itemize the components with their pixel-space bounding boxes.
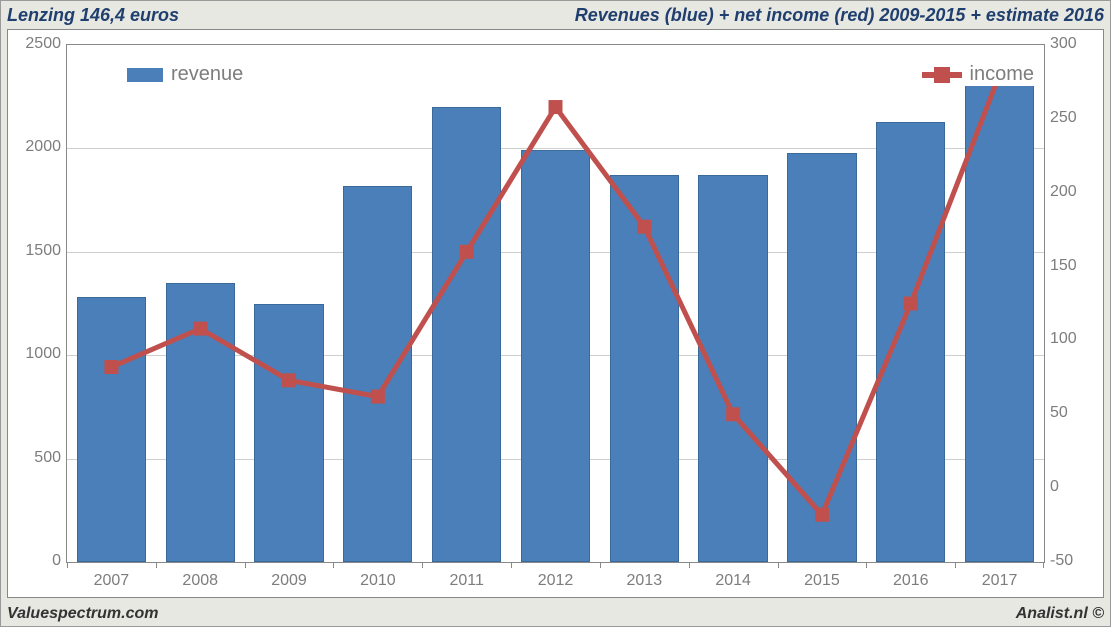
x-tick [778, 562, 779, 568]
x-axis-label: 2017 [982, 572, 1018, 590]
y-right-label: 300 [1050, 35, 1100, 53]
x-axis-label: 2010 [360, 572, 396, 590]
x-axis-label: 2014 [715, 572, 751, 590]
x-axis-label: 2016 [893, 572, 929, 590]
chart-frame: Lenzing 146,4 euros Revenues (blue) + ne… [0, 0, 1111, 627]
x-tick [511, 562, 512, 568]
y-right-label: 50 [1050, 404, 1100, 422]
x-axis-label: 2009 [271, 572, 307, 590]
y-left-label: 0 [11, 552, 61, 570]
income-marker [904, 297, 918, 311]
title-bar: Lenzing 146,4 euros Revenues (blue) + ne… [1, 1, 1110, 29]
legend-income-label: income [970, 63, 1034, 86]
income-marker [637, 220, 651, 234]
legend-revenue-label: revenue [171, 63, 243, 86]
x-axis-label: 2015 [804, 572, 840, 590]
y-right-label: 150 [1050, 257, 1100, 275]
plot-outer: 0 500 1000 1500 2000 2500 -50 0 50 100 150 200 250 30… [7, 29, 1104, 598]
y-right-label: 250 [1050, 109, 1100, 127]
x-axis-label: 2013 [627, 572, 663, 590]
income-marker [726, 407, 740, 421]
x-tick [600, 562, 601, 568]
legend-swatch-bar [127, 68, 163, 82]
income-line-layer [67, 45, 1044, 562]
income-marker [371, 390, 385, 404]
y-right-label: 0 [1050, 478, 1100, 496]
y-left-label: 500 [11, 449, 61, 467]
income-marker [460, 245, 474, 259]
income-line [111, 75, 999, 515]
x-axis-label: 2011 [449, 572, 483, 590]
x-tick [333, 562, 334, 568]
y-right-label: 100 [1050, 330, 1100, 348]
x-axis-label: 2007 [94, 572, 130, 590]
income-marker [282, 373, 296, 387]
x-tick [866, 562, 867, 568]
legend-swatch-line [922, 72, 962, 78]
y-left-label: 1000 [11, 345, 61, 363]
legend-income: income [922, 63, 1034, 86]
x-tick [955, 562, 956, 568]
footer: Valuespectrum.com Analist.nl © [7, 602, 1104, 626]
x-tick [422, 562, 423, 568]
title-right: Revenues (blue) + net income (red) 2009-… [575, 5, 1104, 26]
x-axis-label: 2012 [538, 572, 574, 590]
title-left: Lenzing 146,4 euros [7, 5, 179, 26]
income-marker [193, 322, 207, 336]
y-left-label: 2000 [11, 138, 61, 156]
income-marker [104, 360, 118, 374]
plot-area: 05001000150020002500-5005010015020025030… [66, 44, 1045, 563]
y-right-label: 200 [1050, 183, 1100, 201]
x-tick [245, 562, 246, 568]
y-left-label: 2500 [11, 35, 61, 53]
x-tick [67, 562, 68, 568]
x-tick [156, 562, 157, 568]
x-axis-label: 2008 [182, 572, 218, 590]
footer-left: Valuespectrum.com [7, 605, 158, 623]
income-marker [549, 100, 563, 114]
legend-revenue: revenue [127, 63, 243, 86]
footer-right: Analist.nl © [1016, 605, 1104, 623]
x-tick [1043, 562, 1044, 568]
y-left-label: 1500 [11, 242, 61, 260]
x-tick [689, 562, 690, 568]
y-right-label: -50 [1050, 552, 1100, 570]
income-marker [815, 508, 829, 522]
